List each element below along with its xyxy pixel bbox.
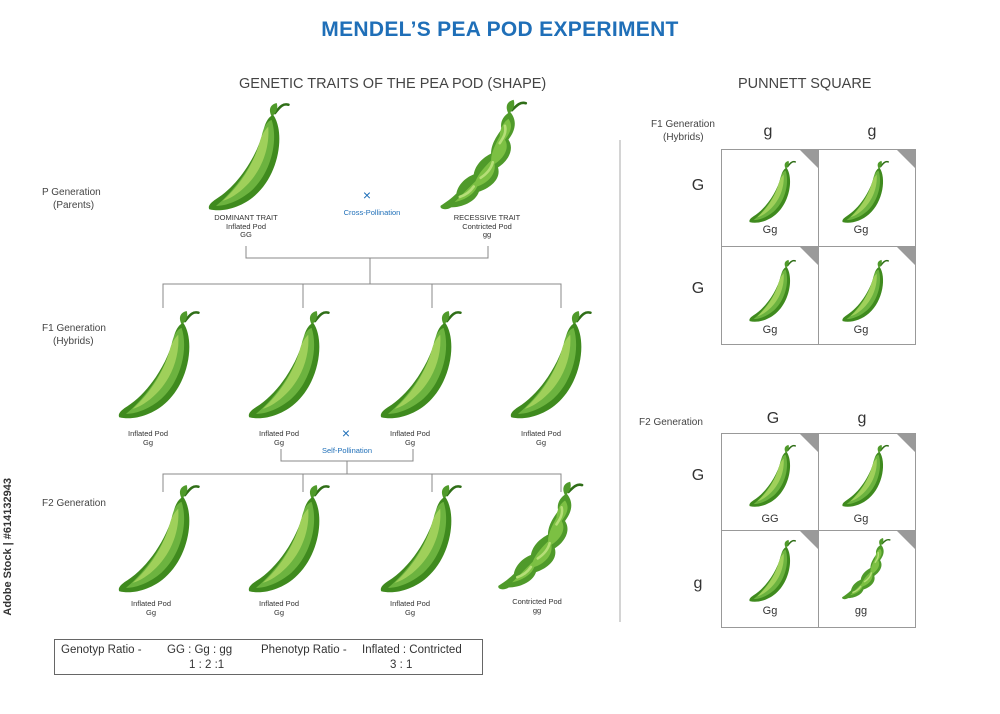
pod-icon [841, 444, 890, 508]
pod-icon [841, 160, 890, 224]
pod-icon [841, 259, 890, 323]
cross-pollination-label: Cross-Pollination [343, 208, 401, 217]
corner-fold-icon [897, 434, 915, 452]
f2-pod-4-constricted-icon [496, 480, 584, 591]
p-bracket [245, 246, 489, 259]
pod-icon [748, 259, 797, 323]
punnett-f1-row-allele-2: G [691, 280, 705, 297]
corner-fold-icon [897, 150, 915, 168]
corner-fold-icon [897, 247, 915, 265]
corner-fold-icon [800, 150, 818, 168]
punnett-f1-cell-4: Gg [818, 246, 916, 345]
p-dominant-pod-icon [207, 101, 290, 212]
f1-pod-1-icon [117, 309, 200, 420]
f1-pod-3-caption: Inflated Pod Gg [389, 429, 431, 447]
phenotype-ratio-numbers: 3 : 1 [390, 659, 413, 671]
punnett-f1-label: F1 Generation (Hybrids) [651, 119, 715, 143]
punnett-f1-cell-1: Gg [721, 149, 819, 247]
phenotype-ratio-label: Phenotyp Ratio - [261, 644, 347, 656]
p-dominant-caption: DOMINANT TRAIT Inflated Pod GG [214, 213, 278, 239]
p-recessive-pod-icon [439, 98, 528, 211]
punnett-f2-col-allele-1: G [766, 410, 780, 427]
f1-pod-2-caption: Inflated Pod Gg [258, 429, 300, 447]
punnett-f2-row-allele-2: g [693, 575, 703, 592]
pod-icon [748, 444, 797, 508]
genotype-ratio-values: GG : Gg : gg [167, 644, 233, 656]
punnett-f1-cell-2: Gg [818, 149, 916, 247]
punnett-f1-col-allele-2: g [867, 123, 877, 140]
f2-pod-1-icon [117, 483, 200, 594]
punnett-f2-cell-4: gg [818, 530, 916, 628]
f1-pod-4-caption: Inflated Pod Gg [520, 429, 562, 447]
p-recessive-caption: RECESSIVE TRAIT Contricted Pod gg [453, 213, 521, 239]
p-generation-label: P Generation (Parents) [42, 187, 101, 211]
f2-pod-3-icon [379, 483, 462, 594]
corner-fold-icon [897, 531, 915, 549]
cross-pollination-icon: × [362, 187, 372, 203]
pod-icon [748, 160, 797, 224]
punnett-f1-col-allele-1: g [763, 123, 773, 140]
punnett-f2-cell-3: Gg [721, 530, 819, 628]
f1-generation-label: F1 Generation (Hybrids) [42, 323, 106, 347]
f1-pod-2-icon [247, 309, 330, 420]
constricted-pod-icon [841, 537, 891, 600]
punnett-f1-row-allele-1: G [691, 177, 705, 194]
pod-icon [748, 539, 797, 603]
self-pollination-icon: × [341, 425, 351, 441]
stock-watermark: Adobe Stock | #614132943 [2, 478, 14, 616]
punnett-f2-label: F2 Generation [639, 417, 703, 428]
f2-pod-2-caption: Inflated Pod Gg [258, 599, 300, 617]
punnett-f2-col-allele-2: g [857, 410, 867, 427]
f1-bracket [162, 283, 562, 308]
page-title: MENDEL’S PEA POD EXPERIMENT [321, 18, 679, 41]
self-pollination-label: Self-Pollination [321, 446, 373, 455]
corner-fold-icon [800, 247, 818, 265]
f2-pod-1-caption: Inflated Pod Gg [130, 599, 172, 617]
genotype-ratio-label: Genotyp Ratio - [61, 644, 142, 656]
f1-pod-4-icon [509, 309, 592, 420]
punnett-f2-cell-1: GG [721, 433, 819, 531]
f2-pod-4-caption: Contricted Pod gg [512, 597, 562, 615]
f2-pod-3-caption: Inflated Pod Gg [389, 599, 431, 617]
f2-generation-label: F2 Generation [42, 498, 106, 509]
phenotype-ratio-values: Inflated : Contricted [362, 644, 462, 656]
f2-pod-2-icon [247, 483, 330, 594]
corner-fold-icon [800, 434, 818, 452]
punnett-f2-row-allele-1: G [691, 467, 705, 484]
corner-fold-icon [800, 531, 818, 549]
f1-pod-1-caption: Inflated Pod Gg [127, 429, 169, 447]
f1-pod-3-icon [379, 309, 462, 420]
genotype-ratio-numbers: 1 : 2 :1 [189, 659, 225, 671]
punnett-f2-cell-2: Gg [818, 433, 916, 531]
f2-bracket [162, 473, 562, 492]
ratio-box: Genotyp Ratio - GG : Gg : gg 1 : 2 :1 Ph… [54, 639, 483, 675]
punnett-f1-cell-3: Gg [721, 246, 819, 345]
left-section-title: GENETIC TRAITS OF THE PEA POD (SHAPE) [239, 76, 547, 92]
right-section-title: PUNNETT SQUARE [738, 76, 872, 92]
